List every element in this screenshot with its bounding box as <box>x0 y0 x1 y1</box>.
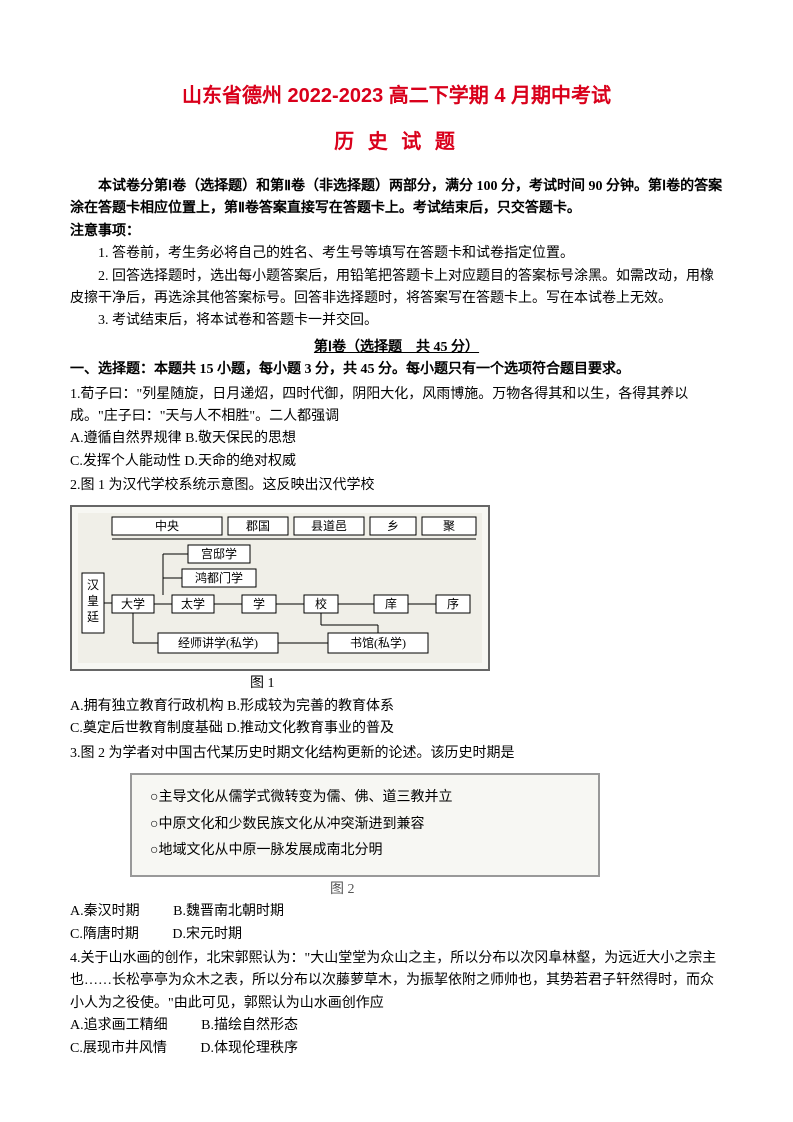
notice-heading: 注意事项： <box>70 221 723 243</box>
title-sub: 历 史 试 题 <box>70 126 723 158</box>
q1-option-b: B.敬天保民的思想 <box>185 431 296 446</box>
q3-option-a: A.秦汉时期 <box>70 901 140 923</box>
q2-option-b: B.形成较为完善的教育体系 <box>227 699 394 714</box>
svg-text:县道邑: 县道邑 <box>311 519 347 533</box>
svg-text:经师讲学(私学): 经师讲学(私学) <box>178 635 258 650</box>
svg-text:皇: 皇 <box>87 594 99 608</box>
svg-text:序: 序 <box>447 596 459 611</box>
q1-option-d: D.天命的绝对权威 <box>184 454 296 469</box>
question-4-options-cd: C.展现市井风情 D.体现伦理秩序 <box>70 1038 723 1060</box>
question-3-options-cd: C.隋唐时期 D.宋元时期 <box>70 924 723 946</box>
q2-option-c: C.奠定后世教育制度基础 <box>70 721 223 736</box>
svg-text:庠: 庠 <box>385 596 397 611</box>
part1-description: 一、选择题：本题共 15 小题，每小题 3 分，共 45 分。每小题只有一个选项… <box>70 359 723 381</box>
svg-text:汉: 汉 <box>87 578 99 592</box>
svg-text:中央: 中央 <box>155 518 179 533</box>
q3-option-b: B.魏晋南北朝时期 <box>173 901 284 923</box>
q3-option-c: C.隋唐时期 <box>70 924 139 946</box>
svg-text:校: 校 <box>315 596 327 611</box>
q4-option-b: B.描绘自然形态 <box>201 1015 298 1037</box>
q4-option-c: C.展现市井风情 <box>70 1038 167 1060</box>
svg-text:廷: 廷 <box>87 610 99 624</box>
svg-text:学: 学 <box>253 596 265 611</box>
figure-1-caption: 图 1 <box>250 673 723 695</box>
svg-text:书馆(私学): 书馆(私学) <box>350 635 406 650</box>
q1-option-c: C.发挥个人能动性 <box>70 454 181 469</box>
question-1-options-ab: A.遵循自然界规律 B.敬天保民的思想 <box>70 428 723 450</box>
question-2: 2.图 1 为汉代学校系统示意图。这反映出汉代学校 <box>70 475 723 497</box>
title-main: 山东省德州 2022-2023 高二下学期 4 月期中考试 <box>70 80 723 112</box>
figure-2-line-2: ○中原文化和少数民族文化从冲突渐进到兼容 <box>150 812 580 839</box>
svg-text:乡: 乡 <box>387 519 399 533</box>
svg-text:宫邸学: 宫邸学 <box>201 546 237 561</box>
intro-paragraph: 本试卷分第Ⅰ卷（选择题）和第Ⅱ卷（非选择题）两部分，满分 100 分，考试时间 … <box>70 176 723 221</box>
svg-text:鸿都门学: 鸿都门学 <box>195 570 243 585</box>
q4-option-a: A.追求画工精细 <box>70 1015 168 1037</box>
figure-2-line-1: ○主导文化从儒学式微转变为儒、佛、道三教并立 <box>150 785 580 812</box>
svg-text:聚: 聚 <box>443 519 455 533</box>
q1-option-a: A.遵循自然界规律 <box>70 431 182 446</box>
figure-2: ○主导文化从儒学式微转变为儒、佛、道三教并立 ○中原文化和少数民族文化从冲突渐进… <box>130 773 600 877</box>
q3-option-d: D.宋元时期 <box>172 924 242 946</box>
svg-text:太学: 太学 <box>181 596 205 611</box>
figure-1-diagram: 中央 郡国 县道邑 乡 聚 汉 皇 廷 宫邸学 鸿都门学 大学 太学 学 校 庠… <box>78 513 482 663</box>
question-4-options-ab: A.追求画工精细 B.描绘自然形态 <box>70 1015 723 1037</box>
question-1: 1.荀子曰："列星随旋，日月递炤，四时代御，阴阳大化，风雨博施。万物各得其和以生… <box>70 384 723 429</box>
figure-2-caption: 图 2 <box>330 879 723 901</box>
question-3: 3.图 2 为学者对中国古代某历史时期文化结构更新的论述。该历史时期是 <box>70 743 723 765</box>
q4-option-d: D.体现伦理秩序 <box>200 1038 298 1060</box>
question-2-options-ab: A.拥有独立教育行政机构 B.形成较为完善的教育体系 <box>70 696 723 718</box>
question-3-options-ab: A.秦汉时期 B.魏晋南北朝时期 <box>70 901 723 923</box>
svg-text:大学: 大学 <box>121 596 145 611</box>
question-4: 4.关于山水画的创作，北宋郭熙认为："大山堂堂为众山之主，所以分布以次冈阜林壑，… <box>70 948 723 1015</box>
notice-item-2: 2. 回答选择题时，选出每小题答案后，用铅笔把答题卡上对应题目的答案标号涂黑。如… <box>70 266 723 311</box>
q2-option-a: A.拥有独立教育行政机构 <box>70 699 224 714</box>
notice-item-1: 1. 答卷前，考生务必将自己的姓名、考生号等填写在答题卡和试卷指定位置。 <box>70 243 723 265</box>
part1-title: 第Ⅰ卷（选择题 共 45 分） <box>70 337 723 359</box>
question-1-options-cd: C.发挥个人能动性 D.天命的绝对权威 <box>70 451 723 473</box>
figure-1: 中央 郡国 县道邑 乡 聚 汉 皇 廷 宫邸学 鸿都门学 大学 太学 学 校 庠… <box>70 505 490 671</box>
figure-2-line-3: ○地域文化从中原一脉发展成南北分明 <box>150 838 580 865</box>
q2-option-d: D.推动文化教育事业的普及 <box>226 721 394 736</box>
svg-text:郡国: 郡国 <box>246 519 270 533</box>
notice-item-3: 3. 考试结束后，将本试卷和答题卡一并交回。 <box>70 310 723 332</box>
question-2-options-cd: C.奠定后世教育制度基础 D.推动文化教育事业的普及 <box>70 718 723 740</box>
